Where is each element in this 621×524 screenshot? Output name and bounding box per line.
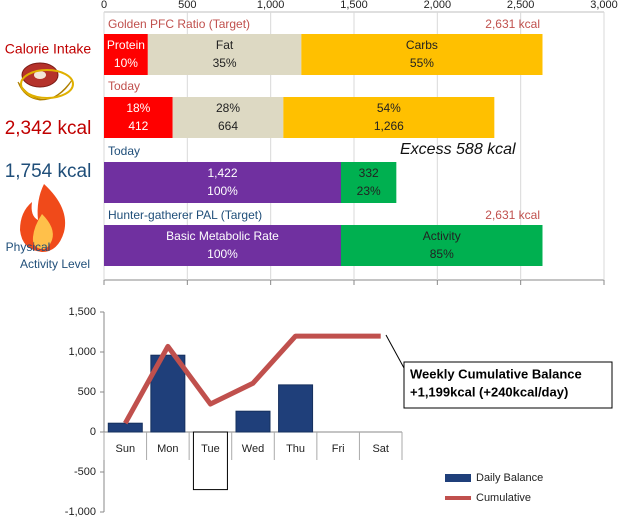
annotation: +1,199kcal (+240kcal/day) xyxy=(410,384,568,399)
food-icon xyxy=(17,62,74,101)
activity-label: Physical xyxy=(6,240,51,254)
bar-segment xyxy=(104,162,341,203)
percent-label: 100% xyxy=(207,247,238,261)
bar xyxy=(235,410,271,433)
percent-label: 18% xyxy=(126,101,150,115)
percent-label: 28% xyxy=(216,101,240,115)
flame-icon xyxy=(20,184,66,252)
annotation-box xyxy=(403,361,613,409)
y-tick-label: 1,500 xyxy=(68,306,96,318)
segment-name: Activity xyxy=(423,229,461,243)
segment-name: Protein xyxy=(107,38,145,52)
x-tick-label: Thu xyxy=(286,443,305,455)
row-label: Golden PFC Ratio (Target) xyxy=(108,17,250,31)
percent-label: 85% xyxy=(430,247,454,261)
percent-label: 100% xyxy=(207,184,238,198)
x-tick-label: Fri xyxy=(332,443,345,455)
x-tick-label: 1,000 xyxy=(257,0,285,11)
value-label: 1,422 xyxy=(207,166,237,180)
legend-swatch xyxy=(445,474,471,482)
total-label: 2,631 kcal xyxy=(485,17,540,31)
percent-label: 55% xyxy=(410,56,434,70)
x-tick-label: Sun xyxy=(115,443,135,455)
legend-label: Daily Balance xyxy=(476,472,543,484)
value-label: 1,266 xyxy=(374,119,404,133)
y-tick-label: 0 xyxy=(90,426,96,438)
line xyxy=(123,333,381,425)
row-label: Today xyxy=(108,144,140,158)
percent-label: 54% xyxy=(377,101,401,115)
y-tick-label: 500 xyxy=(78,386,96,398)
activity-total: 1,754 kcal xyxy=(5,161,92,182)
x-tick-label: 2,000 xyxy=(424,0,452,11)
bar-segment xyxy=(341,225,543,266)
annotation: Weekly Cumulative Balance xyxy=(410,366,582,381)
percent-label: 10% xyxy=(114,56,138,70)
row-label: Hunter-gatherer PAL (Target) xyxy=(108,208,262,222)
x-tick-label: 3,000 xyxy=(590,0,618,11)
percent-label: 35% xyxy=(213,56,237,70)
leader-line xyxy=(385,334,405,369)
bar-segment xyxy=(104,225,341,266)
bar-segment xyxy=(104,97,173,138)
total-label: 2,631 kcal xyxy=(485,208,540,222)
intake-total: 2,342 kcal xyxy=(5,118,92,139)
value-label: 332 xyxy=(359,166,379,180)
x-tick-label: 500 xyxy=(178,0,196,11)
bar xyxy=(278,384,314,433)
activity-label: Activity Level xyxy=(20,257,90,271)
segment-name: Basic Metabolic Rate xyxy=(166,229,279,243)
y-tick-label: 1,000 xyxy=(68,346,96,358)
row-label: Today xyxy=(108,79,140,93)
value-label: 664 xyxy=(218,119,238,133)
intake-label: Calorie Intake xyxy=(5,41,92,57)
x-tick-label: 0 xyxy=(101,0,107,11)
y-tick-label: -500 xyxy=(74,466,96,478)
bar-segment xyxy=(283,97,495,138)
x-tick-label: Tue xyxy=(201,443,220,455)
bar-segment xyxy=(341,162,397,203)
bar xyxy=(107,422,143,433)
bar-segment xyxy=(147,34,302,75)
bar xyxy=(192,431,228,491)
x-tick-label: Wed xyxy=(242,443,264,455)
x-tick-label: Sat xyxy=(372,443,389,455)
segment-name: Carbs xyxy=(406,38,438,52)
x-tick-label: Mon xyxy=(157,443,178,455)
x-tick-label: 2,500 xyxy=(507,0,535,11)
value-label: 412 xyxy=(128,119,148,133)
annotation: Excess 588 kcal xyxy=(400,141,516,158)
y-tick-label: -1,000 xyxy=(65,506,96,518)
bar-segment xyxy=(172,97,284,138)
bar-segment xyxy=(104,34,148,75)
segment-name: Fat xyxy=(216,38,234,52)
legend-label: Cumulative xyxy=(476,492,531,504)
bar-segment xyxy=(301,34,543,75)
x-tick-label: 1,500 xyxy=(340,0,368,11)
percent-label: 23% xyxy=(357,184,381,198)
